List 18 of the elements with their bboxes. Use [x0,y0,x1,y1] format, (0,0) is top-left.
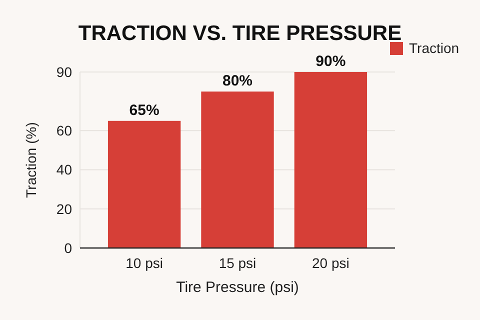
x-tick-label: 15 psi [218,255,256,271]
data-label: 80% [222,72,253,90]
y-tick-label: 90 [56,64,72,80]
data-label: 90% [316,53,346,70]
bar [201,92,274,248]
bar [294,72,368,248]
y-tick-label: 40 [56,162,72,178]
y-tick-label: 60 [56,122,72,139]
data-label: 65% [129,102,160,119]
bar [108,120,181,248]
x-axis-title: Tire Pressure (psi) [176,279,299,296]
chart-title: TRACTION VS. TIRE PRESSURE [78,22,402,45]
x-tick-label: 10 psi [126,255,163,271]
legend-label: Traction [409,40,460,56]
y-axis-title: Traction (%) [23,122,39,198]
y-tick-label: 20 [56,200,72,217]
y-tick-label: 0 [64,240,72,256]
x-tick-label: 20 psi [312,255,350,271]
